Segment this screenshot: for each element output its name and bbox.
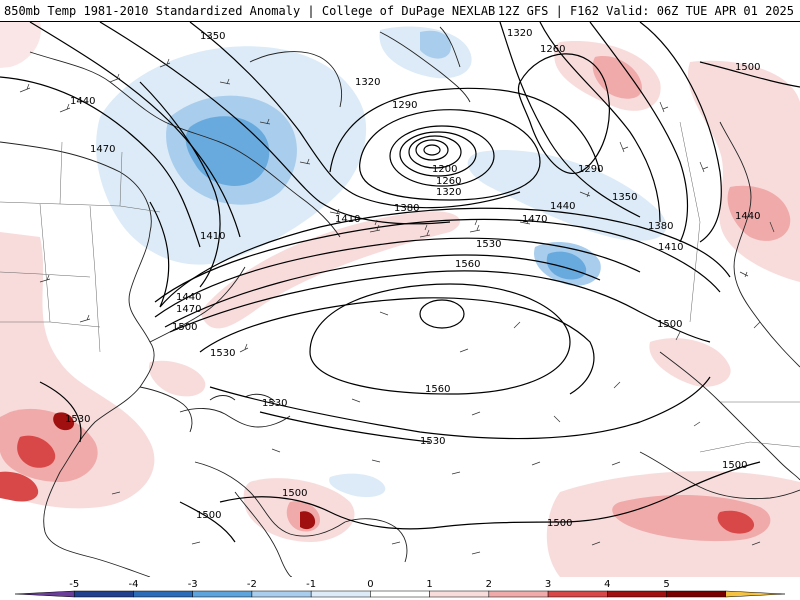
map-title: 850mb Temp 1981-2010 Standardized Anomal… (4, 4, 496, 18)
colorbar-tick-label: 0 (367, 579, 373, 590)
height-contours (0, 22, 800, 543)
coastlines (0, 26, 800, 577)
contour-label: 1440 (550, 201, 575, 212)
map-header: 850mb Temp 1981-2010 Standardized Anomal… (0, 0, 800, 22)
wind-barbs (19, 58, 775, 555)
contour-label: 1290 (578, 164, 603, 175)
weather-map: 1350 1320 1260 1500 1440 1320 1290 1470 … (0, 22, 800, 577)
contour-label: 1560 (455, 259, 480, 270)
colorbar-segment (73, 590, 134, 598)
colorbar-tick-label: 5 (663, 579, 669, 590)
colorbar-segment (429, 590, 490, 598)
contour-label: 1530 (210, 348, 235, 359)
colorbar-tick-label: 2 (486, 579, 492, 590)
colorbar-segment (725, 590, 786, 598)
contour-label: 1410 (335, 214, 360, 225)
contour-label: 1530 (262, 398, 287, 409)
contour-label: 1470 (522, 214, 547, 225)
contour-label: 1350 (200, 31, 225, 42)
contour-label: 1320 (507, 28, 532, 39)
contour-label: 1260 (540, 44, 565, 55)
colorbar-tick-label: -1 (306, 579, 316, 590)
contour-label: 1200 (432, 164, 457, 175)
contour-label: 1500 (547, 518, 572, 529)
contour-label: 1560 (425, 384, 450, 395)
contour-label: 1440 (70, 96, 95, 107)
contour-label: 1500 (735, 62, 760, 73)
contour-label: 1410 (200, 231, 225, 242)
colorbar-tick-label: 3 (545, 579, 551, 590)
anomaly-colorbar: -5 -4 -3 -2 -1 0 1 2 3 4 5 (0, 577, 800, 600)
colorbar-tick-label: 4 (604, 579, 610, 590)
contour-label: 1380 (648, 221, 673, 232)
contour-label: 1380 (394, 203, 419, 214)
contour-label: 1320 (436, 187, 461, 198)
contour-label: 1530 (420, 436, 445, 447)
contour-label: 1260 (436, 176, 461, 187)
contour-label: 1290 (392, 100, 417, 111)
colorbar-segment (192, 590, 253, 598)
contour-label: 1440 (176, 292, 201, 303)
contour-label: 1500 (172, 322, 197, 333)
colorbar-tick-label: -4 (128, 579, 138, 590)
contour-label: 1350 (612, 192, 637, 203)
colorbar-tick-label: -5 (69, 579, 79, 590)
colorbar-segment (607, 590, 667, 598)
contour-label: 1530 (65, 414, 90, 425)
colorbar-segment (14, 590, 75, 598)
colorbar-segment (133, 590, 193, 598)
contour-label: 1440 (735, 211, 760, 222)
political-borders (0, 121, 800, 453)
contour-label: 1470 (176, 304, 201, 315)
colorbar-segment (310, 590, 371, 598)
contour-label: 1500 (722, 460, 747, 471)
colorbar-segment (370, 590, 430, 598)
contour-label: 1500 (196, 510, 221, 521)
colorbar-segment (666, 590, 727, 598)
contour-label: 1470 (90, 144, 115, 155)
colorbar-segment (488, 590, 549, 598)
colorbar-segment (547, 590, 608, 598)
colorbar-tick-label: -2 (247, 579, 257, 590)
model-run-info: 12Z GFS | F162 Valid: 06Z TUE APR 01 202… (497, 4, 794, 18)
contour-label: 1500 (282, 488, 307, 499)
contour-label: 1530 (476, 239, 501, 250)
contour-label: 1410 (658, 242, 683, 253)
contour-labels: 1350 1320 1260 1500 1440 1320 1290 1470 … (65, 28, 760, 529)
contour-label: 1500 (657, 319, 682, 330)
colorbar-segment (251, 590, 312, 598)
contour-label: 1320 (355, 77, 380, 88)
colorbar-tick-label: -3 (188, 579, 198, 590)
colorbar-tick-label: 1 (426, 579, 432, 590)
